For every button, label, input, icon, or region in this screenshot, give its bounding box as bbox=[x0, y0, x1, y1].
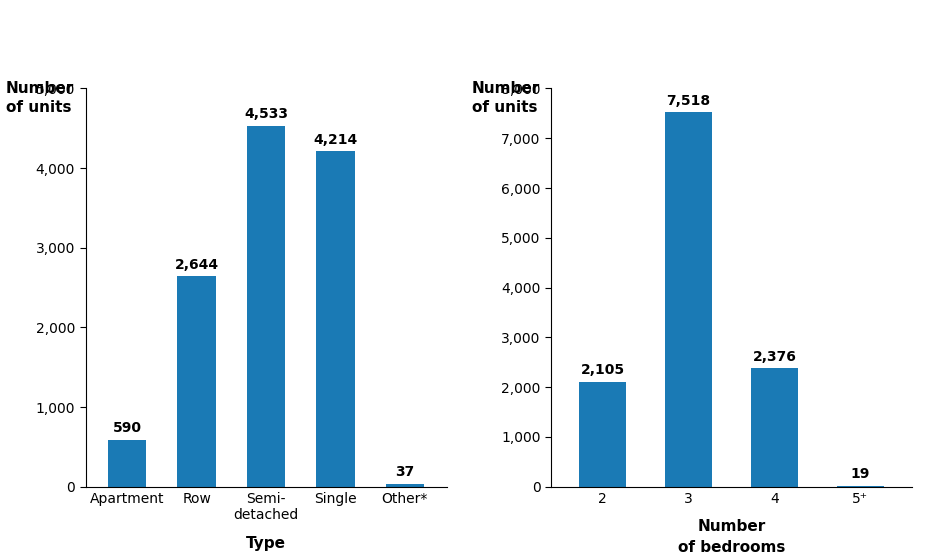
Text: 4,214: 4,214 bbox=[314, 133, 357, 147]
Text: Number
of units: Number of units bbox=[6, 81, 74, 116]
Bar bbox=[750, 368, 798, 487]
Text: Number
of units: Number of units bbox=[471, 81, 540, 116]
Bar bbox=[386, 484, 424, 487]
Bar bbox=[316, 151, 354, 487]
Text: 4,533: 4,533 bbox=[244, 107, 288, 121]
Text: 19: 19 bbox=[851, 467, 870, 481]
X-axis label: Type: Type bbox=[246, 536, 286, 551]
Bar bbox=[108, 440, 146, 487]
Bar bbox=[665, 112, 712, 487]
X-axis label: Number
of bedrooms: Number of bedrooms bbox=[677, 519, 786, 553]
Bar bbox=[247, 126, 285, 487]
Text: 2,376: 2,376 bbox=[752, 350, 796, 364]
Bar bbox=[579, 382, 626, 487]
Text: 590: 590 bbox=[113, 421, 142, 435]
Text: 37: 37 bbox=[395, 465, 414, 479]
Bar bbox=[178, 276, 216, 487]
Text: 2,105: 2,105 bbox=[580, 363, 625, 377]
Text: 7,518: 7,518 bbox=[667, 94, 711, 108]
Text: 2,644: 2,644 bbox=[175, 258, 218, 272]
Bar bbox=[837, 486, 884, 487]
